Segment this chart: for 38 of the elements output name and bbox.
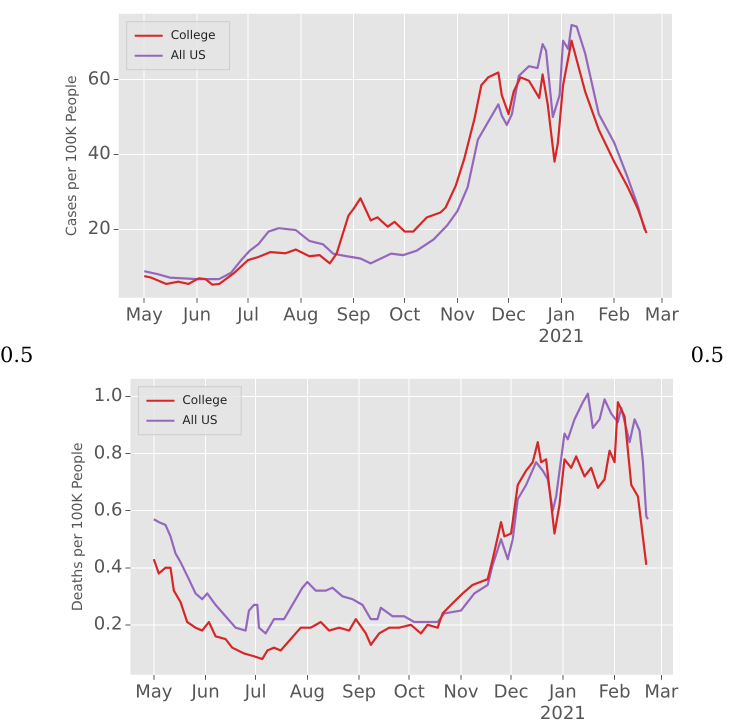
legend-label: College [182, 392, 228, 407]
x-tick-label: Nov [443, 681, 479, 702]
y-axis-title: Deaths per 100K People [70, 442, 86, 612]
x-tick-label: Oct [389, 304, 420, 326]
x-tick-label: May [135, 681, 173, 702]
y-tick-label: 20 [88, 218, 111, 239]
x-tick-label: Mar [644, 681, 679, 702]
x-tick-label: Jan 2021 [540, 681, 586, 724]
x-tick-label: Jul [244, 681, 266, 702]
x-tick-label: Sep [336, 304, 371, 326]
x-tick-label: Oct [394, 681, 425, 702]
x-tick-label: Dec [494, 681, 528, 702]
text: 0.5 [690, 343, 724, 367]
legend-label: College [170, 28, 216, 42]
y-tick-label: 0.6 [94, 499, 122, 520]
x-tick-label: Nov [440, 304, 476, 326]
y-tick-label: 1.0 [94, 385, 122, 406]
x-tick-label: Jun [190, 681, 220, 702]
y-tick-label: 0.4 [94, 556, 122, 578]
x-tick-label: Jun [182, 304, 212, 326]
x-tick-label: Feb [598, 681, 631, 702]
y-tick-label: 40 [88, 143, 111, 164]
legend-label: All US [182, 412, 218, 427]
y-tick-label: 0.2 [94, 614, 122, 635]
legend-label: All US [170, 48, 206, 62]
y-axis-title: Cases per 100K People [64, 76, 80, 236]
x-tick-label: Sep [342, 681, 376, 702]
x-tick-label: Feb [598, 304, 630, 326]
x-tick-label: Jan 2021 [538, 304, 584, 347]
text: 0.5 [0, 343, 34, 367]
x-tick-label: Mar [644, 304, 680, 326]
x-tick-label: Aug [290, 681, 325, 702]
x-tick-label: Dec [491, 304, 526, 326]
y-tick-label: 0.8 [94, 442, 122, 464]
y-tick-label: 60 [88, 68, 111, 90]
x-tick-label: Jul [236, 304, 259, 326]
x-tick-label: May [126, 304, 164, 326]
x-tick-label: Aug [283, 304, 318, 326]
